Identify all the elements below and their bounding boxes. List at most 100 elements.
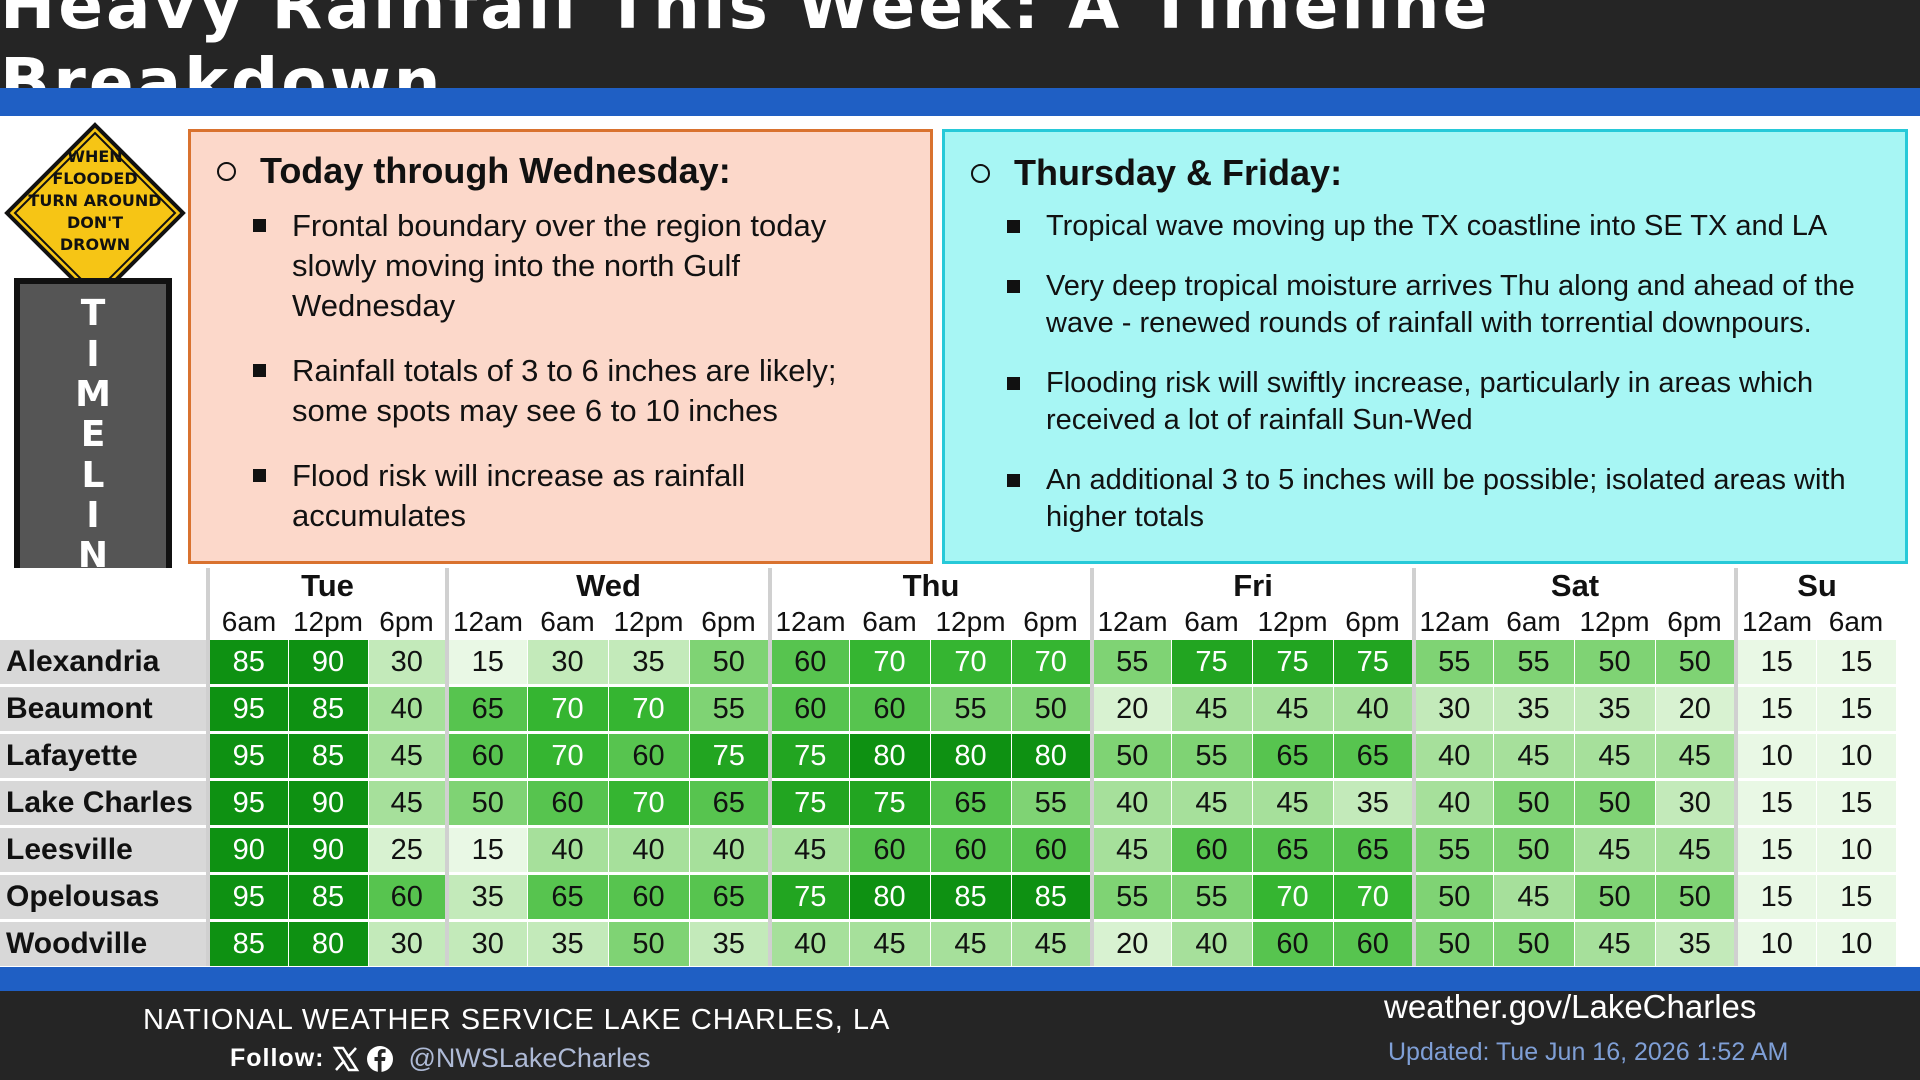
- probability-cell: 35: [526, 920, 608, 966]
- probability-cell: 70: [1251, 873, 1334, 922]
- sign-line-5: DROWN: [60, 235, 130, 254]
- footer-bar: [0, 991, 1920, 1080]
- probability-cell: 50: [607, 920, 689, 966]
- time-header: 6pm: [1333, 604, 1415, 640]
- day-header: Wed: [444, 568, 771, 604]
- probability-cell: 85: [929, 873, 1012, 922]
- probability-cell: 45: [1654, 826, 1737, 875]
- time-header: 6pm: [1011, 604, 1093, 640]
- table-row: Alexandria 85 90 30 15 30 35 50 60 70 70 70 55 75 75 75…: [0, 640, 1897, 687]
- location-name: Leesville: [0, 826, 208, 875]
- probability-cell: 85: [206, 920, 288, 966]
- day-header: Sat: [1412, 568, 1737, 604]
- location-name: Lake Charles: [0, 779, 208, 828]
- table-row: Opelousas 95 85 60 35 65 60 65 75 80 85 85 55 55 70 70 5…: [0, 873, 1897, 922]
- probability-cell: 60: [607, 873, 689, 922]
- probability-cell: 15: [1815, 685, 1897, 734]
- probability-cell: 40: [526, 826, 608, 875]
- day-header: Tue: [206, 568, 447, 604]
- time-header: 12am: [445, 604, 527, 640]
- probability-cell: 85: [287, 873, 368, 922]
- probability-cell: 25: [367, 826, 447, 875]
- probability-cell: 45: [929, 920, 1012, 966]
- square-bullet-icon: [1007, 220, 1020, 233]
- probability-cell: 20: [1090, 920, 1172, 966]
- probability-cell: 65: [688, 779, 771, 828]
- probability-cell: 65: [526, 873, 608, 922]
- square-bullet-icon: [253, 364, 266, 377]
- probability-cell: 75: [1170, 640, 1253, 687]
- probability-cell: 10: [1815, 920, 1897, 966]
- probability-cell: 95: [206, 873, 288, 922]
- probability-cell: 70: [1332, 873, 1415, 922]
- probability-cell: 65: [1332, 826, 1415, 875]
- probability-cell: 70: [607, 685, 689, 734]
- probability-cell: 50: [1492, 920, 1575, 966]
- table-row: Lafayette 95 85 45 60 70 60 75 75 80 80 80 50 55 65 65 4…: [0, 732, 1897, 781]
- right-bullet-text: Very deep tropical moisture arrives Thu …: [1046, 270, 1855, 339]
- website-link[interactable]: weather.gov/LakeCharles: [1384, 988, 1757, 1025]
- left-box-heading: Today through Wednesday:: [217, 150, 904, 192]
- table-row: Beaumont 95 85 40 65 70 70 55 60 60 55 50 20 45 45 40 30…: [0, 685, 1897, 734]
- probability-cell: 80: [287, 920, 368, 966]
- square-bullet-icon: [1007, 377, 1020, 390]
- probability-cell: 10: [1734, 732, 1817, 781]
- probability-cell: 90: [287, 779, 368, 828]
- probability-cell: 50: [1573, 640, 1656, 687]
- probability-cell: 45: [1251, 779, 1334, 828]
- probability-cell: 80: [1010, 732, 1093, 781]
- probability-cell: 80: [929, 732, 1012, 781]
- probability-cell: 55: [1010, 779, 1093, 828]
- probability-cell: 45: [1573, 826, 1656, 875]
- probability-cell: 65: [1251, 732, 1334, 781]
- probability-cell: 45: [1573, 920, 1656, 966]
- right-box-heading: Thursday & Friday:: [971, 152, 1879, 194]
- probability-cell: 15: [445, 826, 527, 875]
- probability-cell: 40: [688, 826, 771, 875]
- probability-cell: 30: [1412, 685, 1494, 734]
- probability-cell: 60: [1251, 920, 1334, 966]
- probability-cell: 70: [848, 640, 931, 687]
- probability-cell: 85: [287, 732, 368, 781]
- flood-warning-sign-icon: WHEN FLOODED TURN AROUND DON'T DROWN: [4, 122, 186, 304]
- probability-cell: 65: [929, 779, 1012, 828]
- probability-cell: 65: [1332, 732, 1415, 781]
- location-name: Alexandria: [0, 640, 208, 687]
- probability-cell: 60: [768, 685, 850, 734]
- probability-cell: 95: [206, 685, 288, 734]
- header-corner: [0, 568, 208, 604]
- probability-cell: 50: [1412, 873, 1494, 922]
- probability-cell: 55: [1412, 826, 1494, 875]
- probability-cell: 60: [848, 826, 931, 875]
- probability-cell: 60: [1170, 826, 1253, 875]
- circle-bullet-icon: [971, 163, 990, 183]
- facebook-logo-icon[interactable]: [366, 1045, 394, 1073]
- left-bullet: Flood risk will increase as rainfall acc…: [253, 456, 904, 536]
- time-header-row: 6am 12pm 6pm 12am 6am 12pm 6pm 12am 6am 12pm 6pm 12…: [0, 604, 1897, 640]
- social-handle[interactable]: @NWSLakeCharles: [408, 1043, 651, 1073]
- square-bullet-icon: [1007, 474, 1020, 487]
- table-row: Leesville 90 90 25 15 40 40 40 45 60 60 60 45 60 65 65 5…: [0, 826, 1897, 875]
- probability-cell: 60: [607, 732, 689, 781]
- probability-cell: 45: [1492, 873, 1575, 922]
- square-bullet-icon: [253, 219, 266, 232]
- time-header: 12am: [1734, 604, 1817, 640]
- left-info-box: Today through Wednesday: Frontal boundar…: [188, 129, 933, 564]
- time-header: 6pm: [1655, 604, 1737, 640]
- left-bullet: Frontal boundary over the region today s…: [253, 206, 904, 326]
- probability-cell: 60: [929, 826, 1012, 875]
- follow-row: Follow: @NWSLakeCharles: [230, 1043, 650, 1074]
- probability-cell: 35: [445, 873, 527, 922]
- x-logo-icon[interactable]: [332, 1045, 360, 1073]
- probability-cell: 85: [1010, 873, 1093, 922]
- probability-cell: 45: [1654, 732, 1737, 781]
- probability-cell: 15: [1815, 779, 1897, 828]
- probability-cell: 70: [526, 732, 608, 781]
- header-corner: [0, 604, 208, 640]
- probability-cell: 50: [1573, 873, 1656, 922]
- probability-cell: 65: [688, 873, 771, 922]
- timeline-letter: M: [75, 373, 111, 415]
- probability-cell: 75: [1332, 640, 1415, 687]
- location-name: Lafayette: [0, 732, 208, 781]
- probability-cell: 70: [929, 640, 1012, 687]
